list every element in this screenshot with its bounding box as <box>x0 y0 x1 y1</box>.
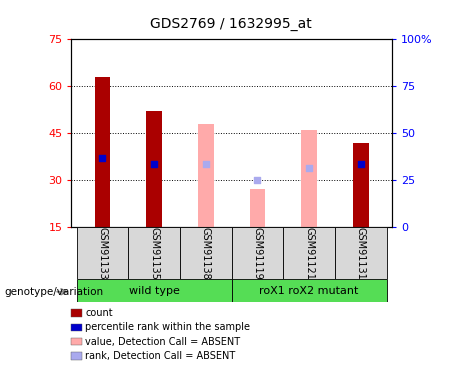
Bar <box>353 142 369 227</box>
Text: roX1 roX2 mutant: roX1 roX2 mutant <box>260 286 359 296</box>
Bar <box>77 279 231 302</box>
Point <box>202 161 209 167</box>
Bar <box>71 352 82 360</box>
Text: genotype/variation: genotype/variation <box>5 287 104 297</box>
Bar <box>250 189 265 227</box>
Bar <box>77 227 128 279</box>
Text: value, Detection Call = ABSENT: value, Detection Call = ABSENT <box>85 337 240 346</box>
Text: percentile rank within the sample: percentile rank within the sample <box>85 322 250 332</box>
Text: GSM91121: GSM91121 <box>304 226 314 280</box>
Text: rank, Detection Call = ABSENT: rank, Detection Call = ABSENT <box>85 351 236 361</box>
Bar <box>284 227 335 279</box>
Bar <box>301 130 317 227</box>
Bar <box>198 124 213 227</box>
Text: count: count <box>85 308 113 318</box>
Bar <box>335 227 387 279</box>
Bar <box>231 227 284 279</box>
Point <box>150 161 158 167</box>
Text: GSM91135: GSM91135 <box>149 226 159 280</box>
Bar <box>128 227 180 279</box>
Bar <box>71 324 82 331</box>
Point <box>306 165 313 171</box>
Point <box>357 161 365 167</box>
Bar <box>231 279 387 302</box>
Bar <box>95 77 110 227</box>
Text: GDS2769 / 1632995_at: GDS2769 / 1632995_at <box>150 17 311 31</box>
Bar <box>71 309 82 317</box>
Point <box>254 177 261 183</box>
Text: wild type: wild type <box>129 286 180 296</box>
Text: GSM91133: GSM91133 <box>97 227 107 279</box>
Text: GSM91131: GSM91131 <box>356 227 366 279</box>
Bar <box>180 227 231 279</box>
Point <box>99 155 106 161</box>
Text: GSM91138: GSM91138 <box>201 227 211 279</box>
Bar <box>71 338 82 345</box>
Bar <box>147 111 162 227</box>
Text: GSM91119: GSM91119 <box>253 227 262 279</box>
